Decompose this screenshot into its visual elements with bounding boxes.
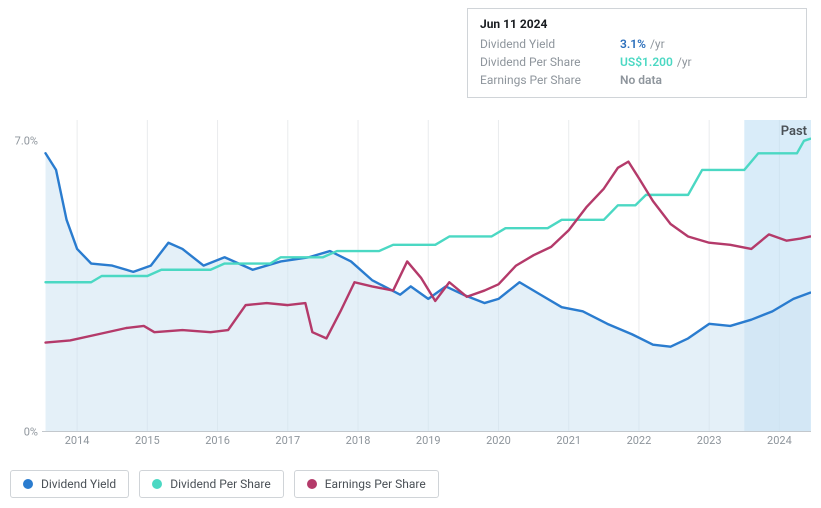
y-tick: 7.0% (15, 134, 38, 147)
legend-item[interactable]: Dividend Per Share (139, 470, 284, 498)
x-axis: 2014 2015 2016 2017 2018 2019 2020 2021 2022 2023… (42, 434, 811, 452)
x-tick: 2018 (346, 434, 371, 447)
x-tick: 2022 (627, 434, 652, 447)
legend-label: Dividend Per Share (170, 477, 271, 491)
x-tick: 2020 (486, 434, 511, 447)
x-tick: 2015 (135, 434, 160, 447)
legend-swatch (307, 479, 317, 489)
tooltip-row-value: 3.1% (620, 37, 646, 51)
legend: Dividend Yield Dividend Per Share Earnings… (10, 470, 439, 498)
x-tick: 2016 (205, 434, 230, 447)
tooltip-infobox: Jun 11 2024 Dividend Yield3.1%/yrDividen… (467, 8, 807, 98)
legend-swatch (152, 479, 162, 489)
tooltip-row-label: Earnings Per Share (480, 73, 620, 87)
legend-item[interactable]: Dividend Yield (10, 470, 129, 498)
x-tick: 2019 (416, 434, 441, 447)
y-axis: 0%7.0% (8, 120, 38, 432)
tooltip-row: Dividend Per ShareUS$1.200/yr (480, 53, 794, 71)
past-region-label: Past (781, 124, 807, 139)
tooltip-row-value: No data (620, 73, 662, 87)
y-tick: 0% (24, 426, 38, 439)
x-tick: 2024 (767, 434, 792, 447)
dividend-chart: Jun 11 2024 Dividend Yield3.1%/yrDividen… (0, 0, 821, 508)
x-tick: 2021 (556, 434, 581, 447)
x-tick: 2014 (65, 434, 90, 447)
tooltip-row: Earnings Per ShareNo data (480, 71, 794, 89)
legend-label: Dividend Yield (41, 477, 116, 491)
x-axis-line (42, 431, 811, 432)
tooltip-row-label: Dividend Per Share (480, 55, 620, 69)
tooltip-row-suffix: /yr (650, 37, 665, 51)
tooltip-row-suffix: /yr (677, 55, 692, 69)
tooltip-row-value: US$1.200 (620, 55, 673, 69)
tooltip-row: Dividend Yield3.1% /yr (480, 35, 794, 53)
plot-area[interactable]: Past (42, 120, 811, 432)
legend-swatch (23, 479, 33, 489)
x-tick: 2023 (697, 434, 722, 447)
x-tick: 2017 (275, 434, 300, 447)
tooltip-row-label: Dividend Yield (480, 37, 620, 51)
legend-item[interactable]: Earnings Per Share (294, 470, 439, 498)
legend-label: Earnings Per Share (325, 477, 426, 491)
tooltip-date: Jun 11 2024 (480, 17, 794, 31)
